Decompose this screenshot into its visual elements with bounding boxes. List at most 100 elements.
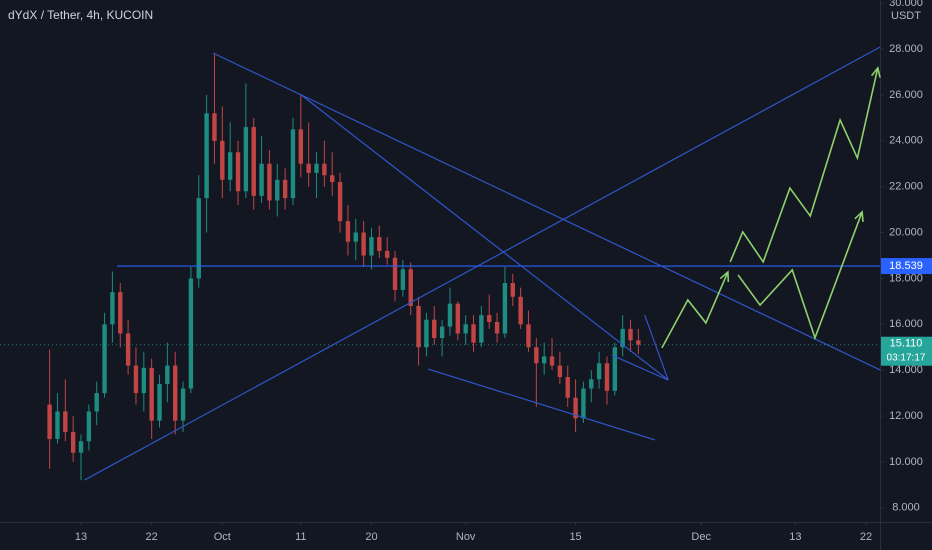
- candle-body: [55, 411, 60, 439]
- arrow-head: [870, 66, 881, 78]
- y-tick-label: 12.000: [889, 410, 923, 422]
- candle-body: [534, 347, 539, 364]
- axes: 8.000 10.000 12.000 14.000 16.000 18.000 20.00…: [75, 0, 932, 543]
- arrow-head: [854, 210, 864, 222]
- candle-body: [290, 129, 296, 199]
- x-tick-label: 13: [75, 531, 87, 543]
- candle-body: [220, 140, 225, 180]
- candle-body: [243, 127, 249, 192]
- candle-body: [125, 333, 131, 366]
- candle-body: [306, 163, 311, 173]
- candle-body: [502, 283, 508, 334]
- y-unit: USDT: [891, 10, 921, 22]
- projection-path: [737, 211, 863, 341]
- trend-line: [611, 354, 669, 381]
- candle-body: [259, 163, 264, 196]
- last-price-label: 15.110: [890, 338, 923, 350]
- y-tick-label: 16.000: [889, 318, 923, 330]
- candle-body: [330, 175, 335, 183]
- candle-body: [416, 305, 421, 348]
- candle-body: [282, 179, 288, 199]
- candle-body: [549, 356, 555, 366]
- candle-body: [455, 303, 461, 334]
- candle-body: [173, 365, 178, 421]
- candle-body: [165, 365, 170, 384]
- hline-label: 18.539: [889, 260, 923, 272]
- trend-line: [299, 93, 669, 381]
- arrow-head: [719, 270, 730, 283]
- candle-body: [377, 237, 382, 251]
- candle-body: [63, 411, 68, 433]
- candle-body: [361, 232, 366, 256]
- x-tick-label: Dec: [691, 531, 711, 543]
- x-tick-label: 20: [365, 531, 377, 543]
- chart-title: dYdX / Tether, 4h, KUCOIN: [8, 8, 153, 22]
- candle-body: [353, 232, 358, 242]
- y-tick-label: 30.000: [889, 0, 923, 9]
- candle-body: [447, 303, 453, 327]
- candle-body: [463, 324, 468, 334]
- y-tick-label: 28.000: [889, 43, 923, 55]
- y-tick-label: 20.000: [889, 226, 923, 238]
- candle-body: [212, 113, 217, 141]
- candle-body: [400, 269, 406, 290]
- candle-body: [196, 198, 201, 279]
- candle-body: [573, 397, 578, 419]
- candle-body: [510, 283, 515, 297]
- candle-body: [589, 379, 594, 389]
- candle-body: [439, 326, 445, 339]
- candle-body: [345, 221, 351, 242]
- candle-body: [47, 404, 52, 439]
- candle-body: [557, 365, 563, 378]
- candle-body: [180, 388, 186, 421]
- candle-body: [471, 324, 476, 343]
- candle-body: [141, 367, 147, 394]
- candle-body: [78, 441, 84, 453]
- countdown: 03:17:17: [887, 352, 926, 363]
- y-tick-label: 10.000: [889, 456, 923, 468]
- candle-body: [408, 269, 413, 306]
- y-tick-label: 18.000: [889, 272, 923, 284]
- candle-body: [565, 377, 570, 398]
- candle-body: [70, 432, 76, 453]
- candle-body: [526, 324, 531, 348]
- candle-body: [494, 322, 500, 334]
- y-tick-label: 14.000: [889, 364, 923, 376]
- candle-body: [149, 367, 154, 421]
- candle-body: [298, 129, 304, 164]
- candle-body: [275, 179, 280, 201]
- candle-body: [235, 152, 241, 192]
- candle-body: [204, 113, 209, 199]
- candle-body: [620, 328, 625, 348]
- candle-body: [227, 152, 233, 180]
- x-tick-label: 15: [569, 531, 581, 543]
- candle-body: [322, 163, 327, 176]
- x-tick-label: 22: [146, 531, 158, 543]
- candle-body: [337, 182, 343, 222]
- candle-body: [392, 257, 398, 290]
- candle-body: [479, 315, 484, 343]
- y-tick-label: 8.000: [892, 502, 920, 514]
- trend-line: [427, 368, 656, 441]
- trend-line: [644, 314, 669, 381]
- y-tick-label: 22.000: [889, 181, 923, 193]
- trend-line: [212, 52, 881, 371]
- projection-path: [661, 271, 729, 349]
- x-tick-label: Nov: [456, 531, 476, 543]
- candle-body: [118, 292, 123, 334]
- last-price-box: [881, 336, 932, 366]
- candle-body: [636, 340, 641, 345]
- candle-body: [314, 163, 319, 173]
- x-tick-label: 11: [295, 531, 306, 543]
- candle-body: [581, 388, 586, 419]
- candle-body: [628, 328, 633, 341]
- y-tick-label: 26.000: [889, 89, 923, 101]
- candle-body: [604, 363, 610, 391]
- candle-body: [133, 365, 139, 394]
- candle-body: [188, 278, 194, 389]
- candle-body: [369, 237, 374, 256]
- candle-body: [596, 363, 602, 380]
- candle-body: [102, 324, 107, 394]
